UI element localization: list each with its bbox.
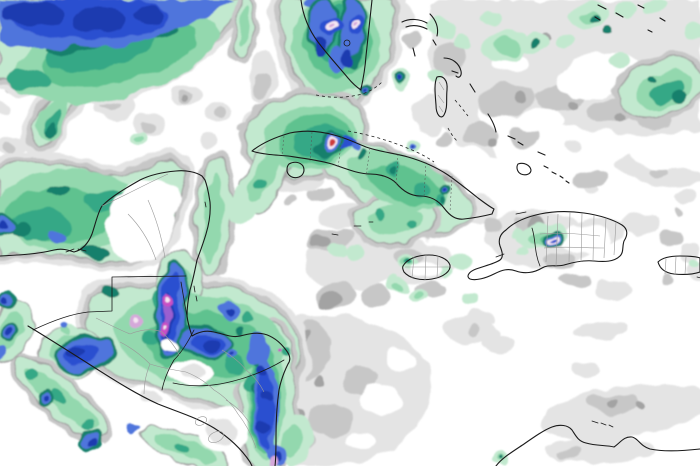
- belize-cays: [193, 201, 207, 302]
- puerto-rico-coastline: [657, 255, 700, 279]
- precip-layer-blue: [0, 0, 563, 466]
- pacific-coastline: [27, 325, 253, 466]
- jamaica-coastline: [402, 254, 451, 281]
- honduras-borders: [161, 329, 285, 391]
- haiti-dr-border: [531, 227, 541, 267]
- south-america-coastline: [495, 420, 700, 466]
- hispaniola-coastline: [467, 211, 628, 281]
- laguna-de-terminos: [65, 248, 87, 253]
- lake-nicaragua: [208, 431, 224, 443]
- lake-okeechobee: [343, 39, 351, 47]
- bahamas-islands: [401, 4, 666, 184]
- cayman-islands: [331, 221, 374, 236]
- lake-managua: [195, 416, 207, 426]
- yucatan-central-america-coastline: [0, 170, 291, 466]
- cuba-coastline: [251, 130, 495, 220]
- isla-de-la-juventud: [286, 161, 305, 179]
- abc-islands: [591, 420, 614, 428]
- mexico-guatemala-belize-borders: [32, 275, 188, 331]
- florida-coastline: [300, 0, 383, 98]
